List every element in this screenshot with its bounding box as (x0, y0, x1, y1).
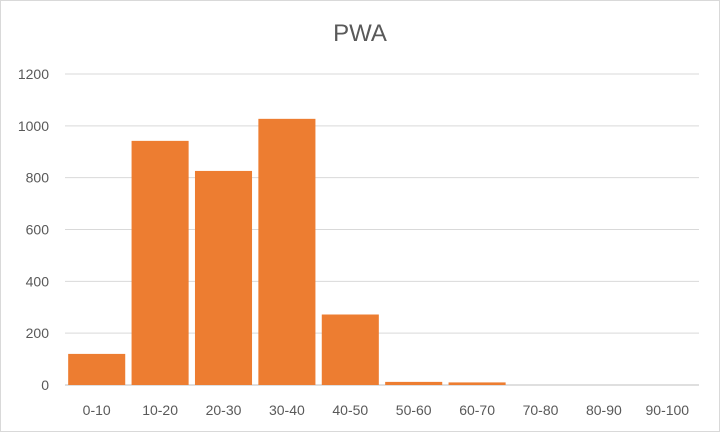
x-tick-label: 30-40 (269, 402, 305, 418)
x-tick-label: 40-50 (332, 402, 368, 418)
bar-0-10 (68, 353, 126, 385)
chart-title: PWA (333, 20, 387, 47)
y-tick-label: 400 (26, 273, 50, 289)
y-tick-label: 1000 (18, 118, 49, 134)
bars (68, 118, 506, 386)
bar-60-70 (448, 382, 506, 385)
bar-20-30 (194, 170, 253, 385)
x-tick-label: 50-60 (396, 402, 432, 418)
y-tick-label: 600 (26, 222, 50, 238)
x-tick-label: 0-10 (83, 402, 111, 418)
bar-40-50 (321, 314, 379, 385)
y-axis-ticks: 0 200 400 600 800 1000 1200 (18, 66, 49, 393)
x-tick-label: 80-90 (586, 402, 622, 418)
x-tick-label: 90-100 (646, 402, 690, 418)
bar-30-40 (258, 118, 316, 386)
x-tick-label: 60-70 (459, 402, 495, 418)
y-tick-label: 200 (26, 325, 50, 341)
x-axis-ticks: 0-10 10-20 20-30 30-40 40-50 50-60 60-70 70-80 8… (83, 402, 690, 418)
x-tick-label: 70-80 (523, 402, 559, 418)
y-tick-label: 1200 (18, 66, 49, 82)
x-tick-label: 10-20 (142, 402, 178, 418)
y-tick-label: 0 (41, 377, 49, 393)
x-tick-label: 20-30 (206, 402, 242, 418)
bar-50-60 (385, 381, 443, 385)
bar-10-20 (131, 140, 189, 385)
y-tick-label: 800 (26, 170, 50, 186)
